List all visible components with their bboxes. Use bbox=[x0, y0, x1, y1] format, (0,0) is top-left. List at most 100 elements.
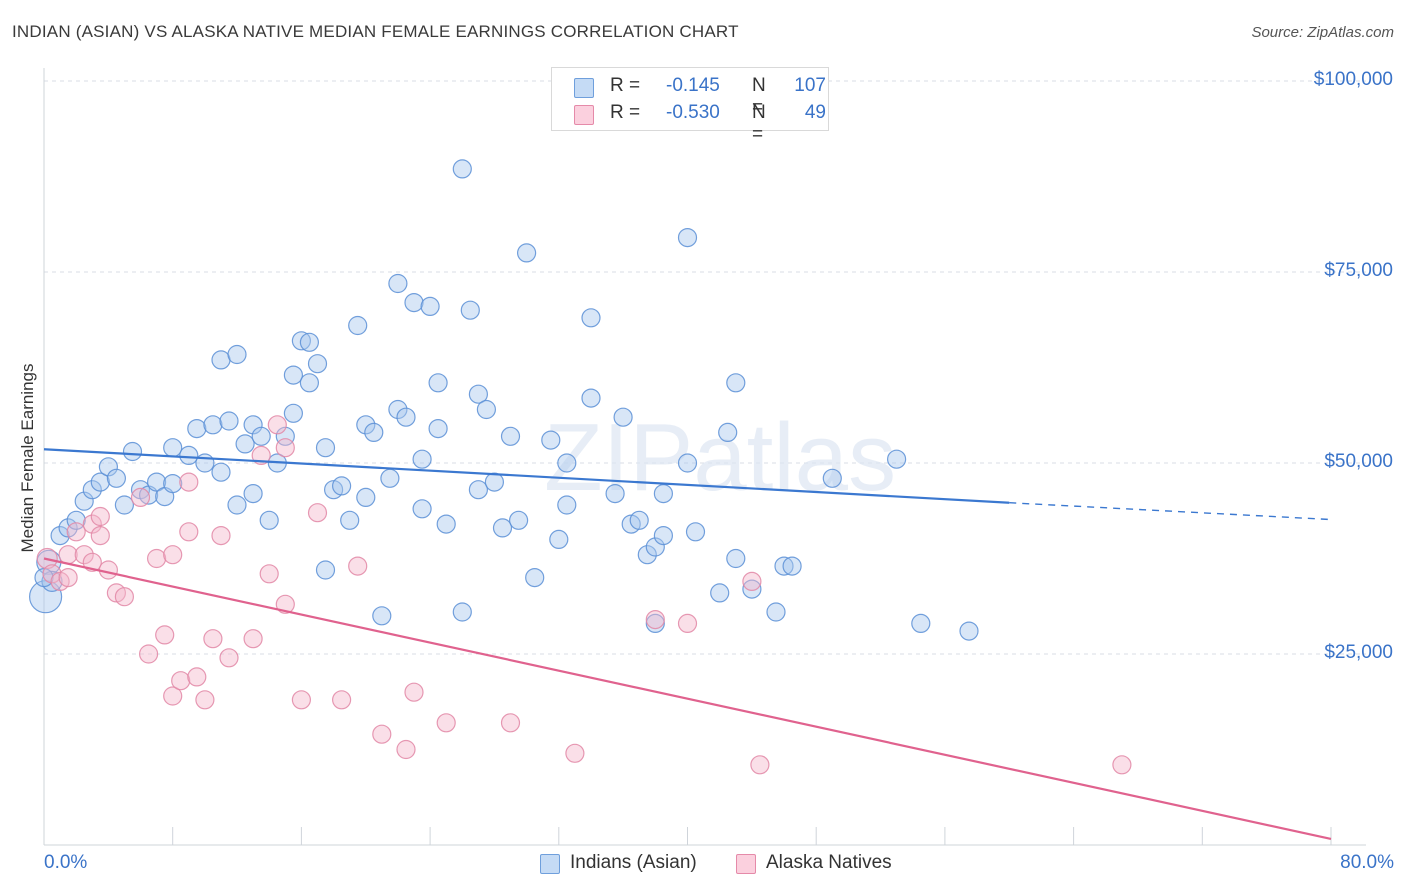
legend-label: Indians (Asian) bbox=[570, 852, 697, 873]
data-point bbox=[90, 506, 110, 527]
data-point bbox=[476, 399, 496, 420]
data-point bbox=[356, 415, 376, 435]
data-point bbox=[372, 724, 392, 744]
data-point bbox=[718, 422, 738, 442]
data-point bbox=[500, 426, 521, 446]
data-point bbox=[332, 476, 352, 496]
data-point bbox=[428, 373, 448, 393]
data-point bbox=[750, 755, 770, 775]
data-point bbox=[774, 556, 794, 576]
data-point bbox=[243, 484, 263, 504]
trend-line-indians bbox=[43, 448, 1010, 504]
data-point bbox=[267, 415, 287, 435]
data-point bbox=[307, 503, 328, 523]
legend-swatch-blue bbox=[574, 78, 594, 98]
data-point bbox=[58, 545, 78, 565]
data-point bbox=[171, 671, 191, 691]
data-point bbox=[508, 510, 529, 530]
data-point bbox=[412, 499, 432, 519]
data-point bbox=[565, 743, 585, 763]
data-point bbox=[299, 332, 319, 352]
data-point bbox=[90, 472, 110, 492]
y-tick-label: $25,000 bbox=[1324, 642, 1393, 663]
legend-n-value: 49 bbox=[804, 102, 826, 123]
data-point bbox=[685, 522, 706, 542]
data-point bbox=[163, 474, 183, 494]
axes bbox=[43, 68, 1366, 846]
trend-lines bbox=[43, 448, 1332, 840]
data-point bbox=[251, 426, 271, 446]
data-point bbox=[645, 609, 665, 630]
data-point bbox=[259, 564, 279, 584]
data-point bbox=[516, 243, 537, 263]
data-point bbox=[468, 384, 488, 404]
legend-label: Alaska Natives bbox=[766, 852, 892, 873]
data-point bbox=[179, 472, 199, 492]
legend-r-value: -0.145 bbox=[666, 75, 720, 96]
data-point bbox=[348, 315, 368, 336]
data-point bbox=[372, 606, 392, 626]
data-point bbox=[219, 648, 239, 668]
y-tick-label: $75,000 bbox=[1324, 260, 1393, 281]
data-point bbox=[315, 438, 336, 458]
legend-swatch-blue bbox=[540, 854, 560, 874]
legend-n-value: 107 bbox=[794, 75, 826, 96]
data-point bbox=[492, 518, 513, 538]
data-point bbox=[710, 583, 730, 603]
data-point bbox=[211, 525, 231, 546]
data-point bbox=[332, 690, 352, 710]
data-point bbox=[98, 560, 119, 580]
data-point bbox=[50, 525, 70, 546]
data-point bbox=[959, 621, 979, 641]
data-point bbox=[251, 445, 271, 465]
data-point bbox=[299, 373, 319, 393]
data-point bbox=[1112, 755, 1132, 775]
data-point bbox=[114, 587, 135, 607]
data-point bbox=[163, 438, 183, 458]
data-point bbox=[155, 625, 175, 645]
data-point bbox=[42, 564, 62, 584]
data-point bbox=[203, 415, 223, 435]
data-point bbox=[742, 571, 762, 592]
data-point bbox=[412, 449, 432, 469]
data-point bbox=[66, 522, 86, 542]
x-tick-label: 80.0% bbox=[1340, 852, 1394, 873]
data-point bbox=[275, 594, 295, 614]
data-point bbox=[396, 407, 416, 427]
legend-n-label: N = bbox=[752, 102, 766, 145]
data-point bbox=[74, 545, 94, 565]
data-point bbox=[677, 613, 698, 634]
legend-r-value: -0.530 bbox=[666, 102, 720, 123]
y-tick-label: $100,000 bbox=[1313, 69, 1393, 90]
data-point bbox=[340, 510, 360, 530]
data-point bbox=[822, 468, 842, 488]
data-point bbox=[629, 510, 649, 530]
data-point bbox=[259, 510, 279, 530]
data-point bbox=[388, 273, 408, 294]
data-point bbox=[436, 514, 456, 534]
data-point bbox=[404, 682, 424, 702]
legend-swatch-pink bbox=[574, 105, 594, 125]
data-point bbox=[82, 552, 102, 572]
data-point bbox=[90, 525, 110, 546]
data-point bbox=[122, 441, 143, 462]
legend-r-label: R = bbox=[610, 75, 646, 96]
data-point bbox=[114, 495, 135, 515]
data-point bbox=[766, 602, 786, 622]
data-point bbox=[605, 484, 625, 504]
stats-legend: R = -0.145 N = 107 R = -0.530 N = 49 bbox=[551, 67, 829, 145]
data-point bbox=[356, 487, 376, 507]
data-point bbox=[388, 399, 408, 420]
data-point bbox=[742, 579, 762, 599]
legend-n-label: N = bbox=[752, 75, 766, 118]
data-point bbox=[82, 514, 102, 534]
data-point bbox=[235, 434, 255, 454]
data-point bbox=[307, 354, 328, 374]
data-point bbox=[219, 411, 239, 431]
data-point bbox=[468, 480, 488, 500]
data-point bbox=[436, 713, 456, 733]
data-point bbox=[782, 556, 802, 576]
trend-line-indians-extension bbox=[1009, 502, 1332, 521]
data-point bbox=[525, 567, 545, 588]
data-point bbox=[420, 296, 440, 316]
